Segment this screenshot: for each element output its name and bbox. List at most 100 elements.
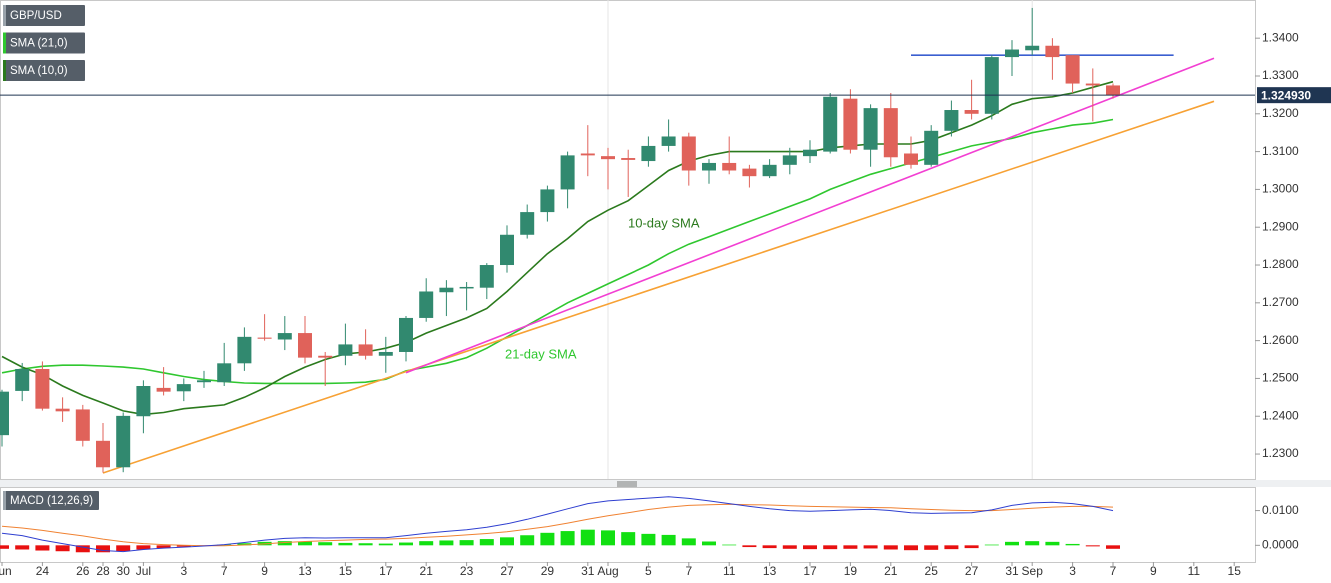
histogram-bar: [96, 545, 110, 553]
panel-separator[interactable]: [0, 480, 1331, 487]
histogram-bar: [500, 537, 514, 546]
trend-line: [405, 57, 1215, 374]
legend-box: [3, 491, 99, 510]
legend-swatch: [3, 60, 6, 81]
signal-line: [1, 503, 1114, 547]
candle-body: [35, 368, 50, 409]
x-tick-label: 27: [965, 564, 979, 578]
legend-swatch: [3, 5, 6, 26]
x-tick-label: 13: [763, 564, 777, 578]
x-tick-label: 17: [803, 564, 817, 578]
y-tick-label: 0.0100: [1262, 503, 1299, 517]
candle-body: [1106, 85, 1120, 96]
histogram-bar: [35, 545, 50, 551]
y-tick-label: 1.2500: [1262, 371, 1299, 385]
x-tick-label: 7: [221, 564, 228, 578]
histogram-bar: [237, 543, 252, 546]
x-tick-label: 25: [925, 564, 939, 578]
candle-body: [197, 380, 211, 383]
candle-body: [96, 440, 110, 468]
candle-body: [479, 265, 494, 288]
y-tick-label: 1.2400: [1262, 408, 1299, 422]
histogram-bar: [116, 545, 131, 552]
x-tick-label: 26: [76, 564, 90, 578]
y-tick-label: 1.3100: [1262, 144, 1299, 158]
histogram-bar: [762, 545, 777, 549]
y-tick-label: 1.2300: [1262, 446, 1299, 460]
annotation: 21-day SMA: [505, 346, 577, 361]
x-tick-label: 23: [460, 564, 474, 578]
x-tick-label: 19: [844, 564, 858, 578]
candle-body: [55, 408, 70, 412]
x-tick-label: 13: [298, 564, 312, 578]
legend-box: [3, 32, 85, 54]
x-tick-label: 3: [180, 564, 187, 578]
x-tick-label: 7: [685, 564, 692, 578]
candle-body: [318, 355, 333, 358]
candle-body: [0, 391, 9, 436]
histogram-bar: [1065, 543, 1080, 546]
histogram-bar: [419, 541, 434, 546]
histogram-bar: [823, 545, 838, 550]
y-tick-label: 1.2900: [1262, 219, 1299, 233]
y-tick-label: 0.0000: [1262, 537, 1299, 551]
histogram-bar: [964, 545, 979, 549]
histogram-bar: [459, 540, 474, 546]
candle-body: [641, 145, 656, 162]
x-tick-label: 21: [420, 564, 434, 578]
x-tick-label: 9: [1150, 564, 1157, 578]
histogram-bar: [338, 542, 353, 546]
last-price-box: [1257, 87, 1331, 104]
candle-body: [1025, 45, 1040, 51]
candle-body: [237, 336, 252, 364]
histogram-bar: [136, 545, 151, 550]
candle-body: [1085, 83, 1100, 86]
x-tick-label: 31: [1005, 564, 1019, 578]
candle-body: [681, 136, 696, 171]
histogram-bar: [176, 545, 191, 547]
candle-body: [843, 98, 858, 150]
histogram-bar: [681, 538, 696, 546]
x-tick-label: 15: [339, 564, 353, 578]
histogram-bar: [924, 545, 939, 550]
candle-body: [782, 155, 797, 165]
x-tick-label: 11: [723, 564, 736, 578]
price-panel-frame: [0, 0, 1256, 480]
x-tick-label: 30: [117, 564, 131, 578]
histogram-bar: [55, 545, 70, 552]
candle-body: [944, 110, 959, 131]
histogram-bar: [560, 531, 575, 546]
x-tick-label: 24: [36, 564, 50, 578]
x-tick-label: 29: [541, 564, 555, 578]
x-tick-label: 27: [500, 564, 514, 578]
candle-body: [459, 286, 474, 289]
trend-line: [102, 100, 1215, 474]
x-tick-label: Jul: [136, 564, 151, 578]
x-tick-label: Sep: [1022, 564, 1044, 578]
histogram-bar: [358, 543, 373, 546]
plot-area: [0, 496, 1120, 553]
x-tick-label: 21: [884, 564, 898, 578]
legend-label: SMA (10,0): [10, 65, 68, 77]
candle-body: [156, 387, 171, 392]
x-tick-label: 11: [1188, 564, 1201, 578]
candle-body: [621, 158, 636, 160]
histogram-bar: [742, 545, 757, 548]
candle-body: [419, 291, 434, 318]
histogram-bar: [863, 545, 878, 549]
candle-body: [702, 162, 716, 171]
x-tick-label: 15: [1228, 564, 1242, 578]
separator-handle[interactable]: [617, 481, 637, 487]
candle-body: [500, 234, 514, 266]
histogram-bar: [1045, 541, 1060, 546]
histogram-bar: [904, 545, 918, 551]
x-tick-label: Aug: [597, 564, 618, 578]
candle-body: [661, 136, 676, 146]
x-tick-label: 9: [261, 564, 268, 578]
histogram-bar: [782, 545, 797, 549]
candle-body: [1045, 45, 1060, 58]
candle-body: [984, 57, 999, 114]
histogram-bar: [156, 545, 171, 549]
